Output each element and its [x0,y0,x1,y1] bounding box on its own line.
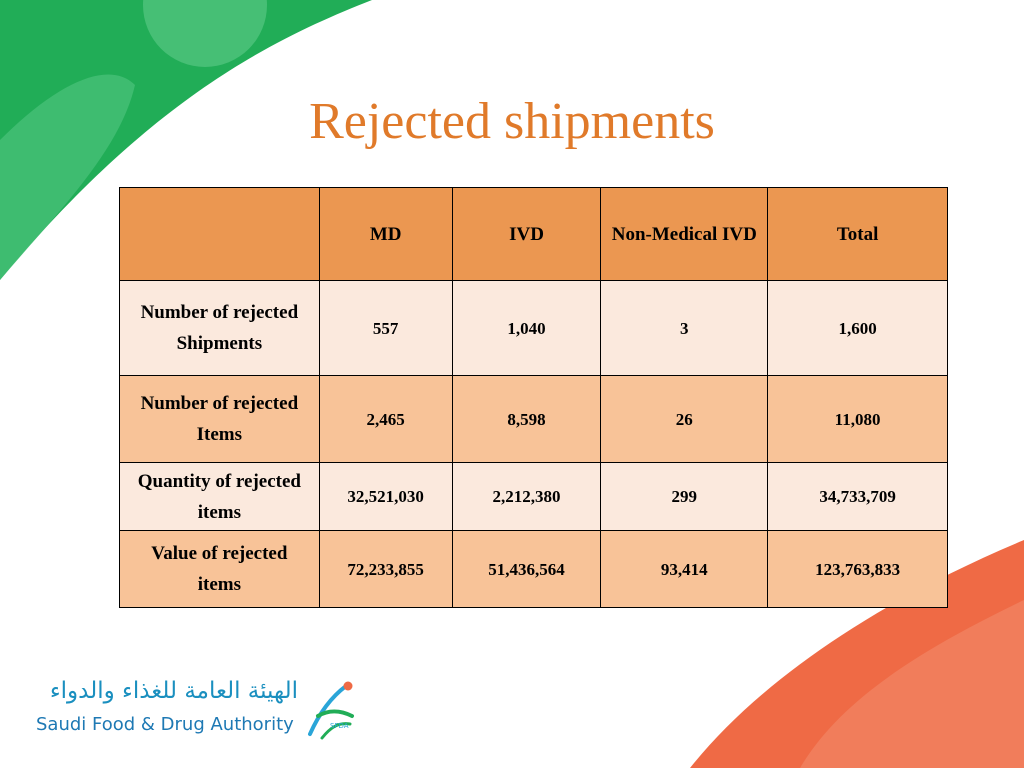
cell-ivd: 2,212,380 [451,462,602,531]
cell-md: 72,233,855 [318,530,453,608]
orange-corner-light [800,600,1024,768]
cell-non-medical-ivd: 3 [600,280,769,376]
table-header-row: MD IVD Non-Medical IVD Total [119,187,948,281]
cell-total: 11,080 [767,375,948,463]
green-swoosh [0,0,372,280]
cell-ivd: 1,040 [451,280,602,376]
logo-english-name: Saudi Food & Drug Authority [36,714,294,735]
green-swoosh-highlight [143,0,267,67]
header-cell-md: MD [318,187,453,281]
header-cell-ivd: IVD [451,187,602,281]
green-swoosh-band [0,74,135,280]
rejected-shipments-table: MD IVD Non-Medical IVD Total Number of r… [119,187,948,608]
table-row: Value of rejected items 72,233,855 51,43… [119,530,948,608]
row-label: Value of rejected items [119,530,320,608]
slide-title: Rejected shipments [309,93,715,150]
cell-total: 123,763,833 [767,530,948,608]
cell-non-medical-ivd: 299 [600,462,769,531]
cell-non-medical-ivd: 93,414 [600,530,769,608]
sfda-logo: الهيئة العامة للغذاء والدواء Saudi Food … [30,676,360,746]
header-cell-total: Total [767,187,948,281]
row-label: Number of rejected Shipments [119,280,320,376]
table-row: Quantity of rejected items 32,521,030 2,… [119,462,948,531]
logo-arabic-name: الهيئة العامة للغذاء والدواء [49,678,298,704]
cell-total: 1,600 [767,280,948,376]
cell-ivd: 51,436,564 [451,530,602,608]
row-label: Quantity of rejected items [119,462,320,531]
row-label: Number of rejected Items [119,375,320,463]
table-row: Number of rejected Shipments 557 1,040 3… [119,280,948,376]
cell-non-medical-ivd: 26 [600,375,769,463]
cell-ivd: 8,598 [451,375,602,463]
cell-md: 32,521,030 [318,462,453,531]
emblem-text: SFDA [330,722,349,730]
cell-md: 557 [318,280,453,376]
sfda-emblem-icon: SFDA [308,681,354,740]
cell-total: 34,733,709 [767,462,948,531]
header-cell-non-medical-ivd: Non-Medical IVD [600,187,769,281]
table-row: Number of rejected Items 2,465 8,598 26 … [119,375,948,463]
cell-md: 2,465 [318,375,453,463]
header-cell-empty [119,187,320,281]
